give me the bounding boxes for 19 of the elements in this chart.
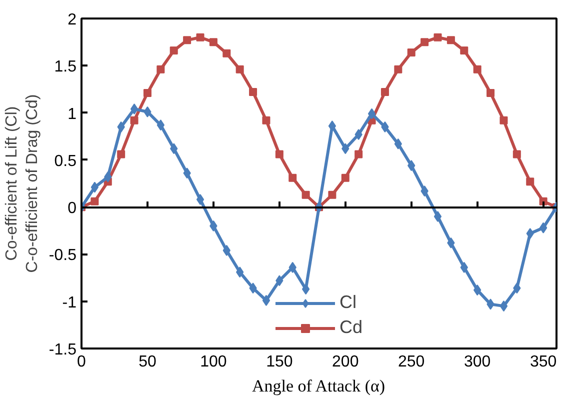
x-tick-label: 150	[266, 354, 293, 370]
x-tick-label: 100	[200, 354, 227, 370]
x-tick-label: 200	[332, 354, 359, 370]
y-tick-label: 0	[68, 200, 77, 218]
y-tick-label: 1.5	[54, 58, 77, 76]
y-tick-label: 1	[68, 106, 77, 123]
x-tick-label: 250	[398, 354, 425, 370]
legend-label: Cd	[339, 317, 363, 338]
y-tick-label: -0.5	[48, 247, 77, 264]
y-tick-label: 0.5	[54, 152, 77, 170]
y-tick-label: -1.5	[48, 342, 77, 358]
x-tick-label: 300	[464, 354, 491, 370]
y-tick-label: 2	[68, 12, 77, 28]
x-axis-title: Angle of Attack (α)	[252, 376, 386, 396]
x-tick-label: 350	[530, 354, 557, 370]
legend-label: Cl	[339, 292, 358, 313]
x-tick-label: 50	[138, 354, 156, 370]
y-axis-title: Co-efficient of Lift (Cl) C-o-efficient of Drag (Cd)	[4, 94, 41, 273]
y-tick-label: -1	[62, 294, 77, 312]
